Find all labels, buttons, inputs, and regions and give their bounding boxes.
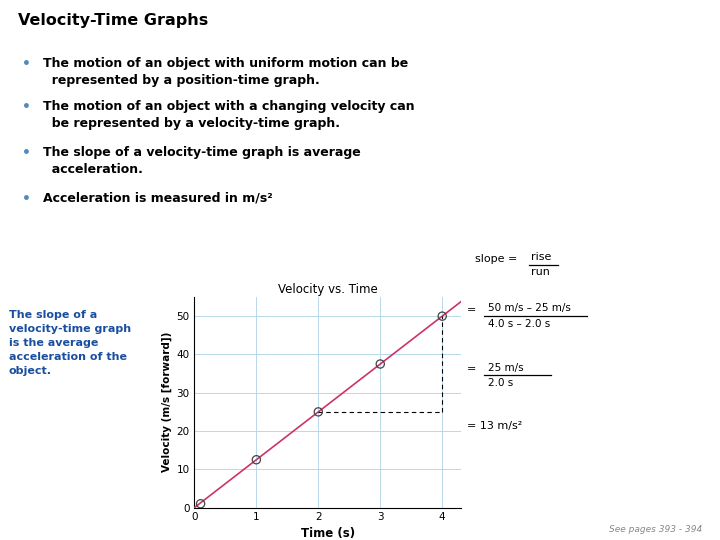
Text: 50 m/s – 25 m/s: 50 m/s – 25 m/s <box>488 303 571 314</box>
X-axis label: Time (s): Time (s) <box>300 526 355 539</box>
Text: The motion of an object with a changing velocity can
  be represented by a veloc: The motion of an object with a changing … <box>43 100 415 130</box>
Text: •: • <box>22 57 30 71</box>
Text: run: run <box>531 267 550 278</box>
Text: 2.0 s: 2.0 s <box>488 378 513 388</box>
Point <box>374 360 386 368</box>
Text: slope =: slope = <box>475 254 521 264</box>
Title: Velocity vs. Time: Velocity vs. Time <box>278 283 377 296</box>
Text: •: • <box>22 100 30 114</box>
Text: •: • <box>22 146 30 160</box>
Point <box>312 408 324 416</box>
Point <box>436 312 448 320</box>
Text: 25 m/s: 25 m/s <box>488 363 523 373</box>
Text: 4.0 s – 2.0 s: 4.0 s – 2.0 s <box>488 319 550 329</box>
Text: =: = <box>467 305 476 315</box>
Text: =: = <box>467 364 476 375</box>
Text: = 13 m/s²: = 13 m/s² <box>467 421 522 431</box>
Text: The slope of a
velocity-time graph
is the average
acceleration of the
object.: The slope of a velocity-time graph is th… <box>9 310 131 376</box>
Point <box>251 455 262 464</box>
Text: See pages 393 - 394: See pages 393 - 394 <box>608 524 702 534</box>
Text: •: • <box>22 192 30 206</box>
Point <box>195 500 207 508</box>
Text: Acceleration is measured in m/s²: Acceleration is measured in m/s² <box>43 192 273 205</box>
Y-axis label: Velocity (m/s [forward]): Velocity (m/s [forward]) <box>162 332 172 472</box>
Text: Velocity-Time Graphs: Velocity-Time Graphs <box>18 14 208 29</box>
Text: The slope of a velocity-time graph is average
  acceleration.: The slope of a velocity-time graph is av… <box>43 146 361 176</box>
Text: rise: rise <box>531 252 552 262</box>
Text: The motion of an object with uniform motion can be
  represented by a position-t: The motion of an object with uniform mot… <box>43 57 408 87</box>
